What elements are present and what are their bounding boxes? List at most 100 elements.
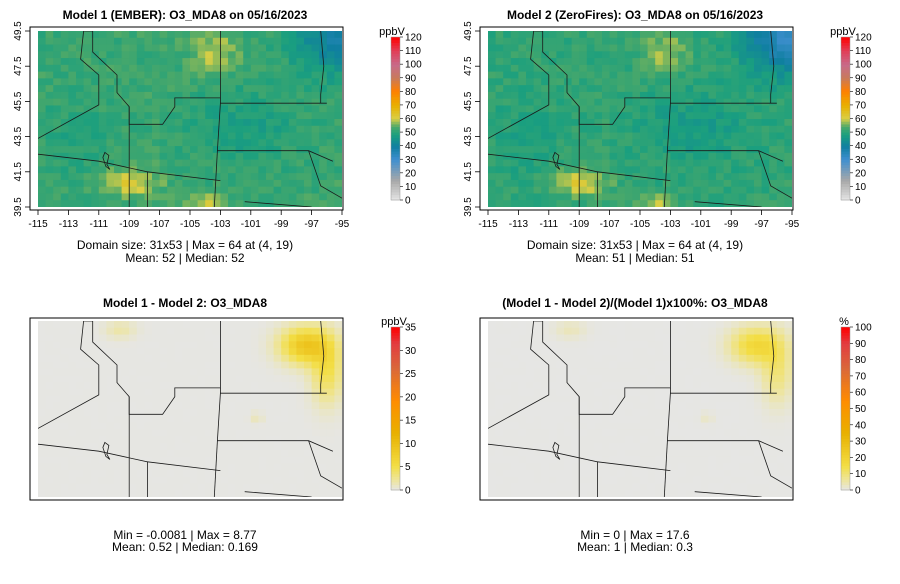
heatmap-cell — [38, 64, 47, 73]
heatmap-cell — [235, 348, 244, 356]
colorbar-segment — [391, 384, 400, 388]
colorbar-segment — [841, 435, 850, 439]
heatmap-cell — [266, 58, 275, 66]
colorbar-segment — [391, 102, 400, 106]
colorbar-segment — [841, 75, 850, 79]
heatmap-cell — [571, 85, 580, 93]
heatmap-cell — [266, 119, 275, 127]
heatmap-cell — [228, 381, 237, 390]
heatmap-cell — [190, 483, 199, 491]
heatmap-cell — [60, 166, 69, 174]
heatmap-cell — [304, 85, 313, 93]
heatmap-cell — [38, 354, 47, 363]
heatmap-cell — [685, 409, 694, 417]
heatmap-cell — [526, 193, 535, 201]
heatmap-cell — [670, 179, 679, 188]
heatmap-cell — [503, 449, 512, 457]
heatmap-cell — [136, 71, 145, 79]
heatmap-cell — [685, 334, 694, 342]
heatmap-cell — [281, 469, 290, 478]
heatmap-cell — [76, 361, 85, 369]
heatmap-cell — [678, 139, 687, 147]
heatmap-cell — [83, 476, 92, 485]
colorbar-segment — [391, 104, 400, 109]
heatmap-cell — [571, 71, 580, 79]
heatmap-cell — [731, 327, 740, 336]
heatmap-cell — [182, 179, 191, 188]
heatmap-cell — [746, 71, 755, 79]
colorbar-segment — [391, 422, 400, 426]
heatmap-cell — [190, 321, 199, 329]
heatmap-cell — [647, 85, 656, 93]
heatmap-cell — [296, 381, 305, 390]
heatmap-cell — [190, 78, 199, 86]
heatmap-cell — [45, 429, 54, 437]
heatmap-cell — [731, 415, 740, 424]
heatmap-cell — [258, 449, 267, 457]
heatmap-cell — [769, 159, 778, 167]
heatmap-cell — [708, 64, 717, 73]
colorbar-segment — [841, 329, 850, 333]
heatmap-cell — [212, 85, 221, 93]
colorbar-segment — [391, 457, 400, 461]
heatmap-cell — [571, 179, 580, 188]
heatmap-cell — [190, 354, 199, 363]
heatmap-cell — [266, 368, 275, 376]
heatmap-cell — [167, 193, 176, 201]
heatmap-cell — [518, 146, 527, 154]
heatmap-cell — [68, 436, 77, 444]
heatmap-cell — [212, 436, 221, 444]
heatmap-cell — [152, 334, 161, 342]
heatmap-cell — [754, 119, 763, 127]
heatmap-cell — [106, 166, 115, 174]
heatmap-cell — [250, 463, 259, 471]
heatmap-cell — [266, 375, 275, 383]
heatmap-cell — [488, 375, 497, 383]
heatmap-cell — [68, 166, 77, 174]
heatmap-cell — [106, 37, 115, 46]
heatmap-cell — [83, 44, 92, 52]
heatmap-cell — [670, 463, 679, 471]
heatmap-cell — [235, 58, 244, 66]
colorbar-segment — [391, 153, 400, 158]
heatmap-cell — [258, 51, 267, 59]
heatmap-cell — [38, 375, 47, 383]
heatmap-cell — [273, 166, 282, 174]
heatmap-cell — [647, 125, 656, 134]
legend-tick-label: 20 — [855, 168, 867, 179]
heatmap-cell — [319, 469, 328, 478]
heatmap-cell — [83, 429, 92, 437]
heatmap-cell — [624, 368, 633, 376]
heatmap-cell — [693, 395, 702, 403]
heatmap-cell — [83, 146, 92, 154]
heatmap-cell — [53, 44, 62, 52]
heatmap-cell — [197, 415, 206, 424]
heatmap-cell — [556, 436, 565, 444]
colorbar-segment — [391, 381, 400, 385]
heatmap-cell — [129, 31, 138, 39]
heatmap-cell — [784, 166, 792, 174]
heatmap-cell — [273, 436, 282, 444]
heatmap-cell — [281, 422, 290, 430]
heatmap-cell — [746, 91, 755, 100]
colorbar-segment — [841, 335, 850, 339]
heatmap-cell — [579, 125, 588, 134]
heatmap-cell — [106, 381, 115, 390]
heatmap-cell — [159, 436, 168, 444]
heatmap-cell — [647, 442, 656, 451]
heatmap-cell — [594, 483, 603, 491]
heatmap-cell — [190, 375, 199, 383]
heatmap-cell — [205, 64, 214, 73]
heatmap-cell — [197, 125, 206, 134]
heatmap-cell — [129, 78, 138, 86]
heatmap-cell — [304, 146, 313, 154]
heatmap-cell — [526, 119, 535, 127]
heatmap-cell — [495, 422, 504, 430]
heatmap-cell — [38, 456, 47, 464]
heatmap-cell — [647, 91, 656, 100]
colorbar-segment — [841, 354, 850, 358]
heatmap-cell — [533, 200, 542, 207]
heatmap-cell — [83, 442, 92, 451]
heatmap-cell — [159, 200, 168, 207]
